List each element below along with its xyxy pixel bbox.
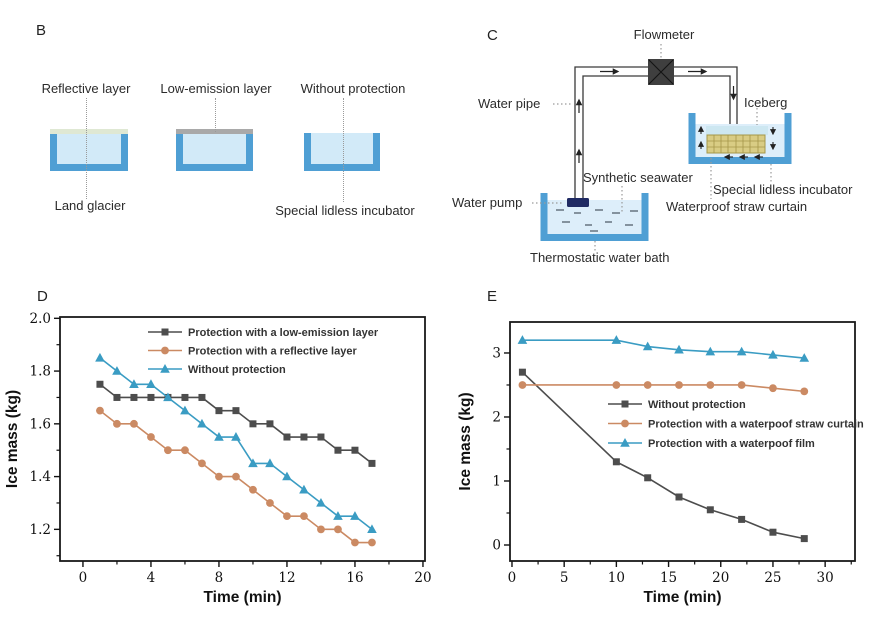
svg-text:30: 30 [817,570,834,586]
water-wave-dashes [556,209,638,232]
incubator-low-emission [176,134,253,171]
chart-d-axes: 0 4 8 12 16 20 1.2 1.4 1.6 1.8 2.0 [30,311,432,586]
label-special-lidless-incubator-b: Special lidless incubator [275,203,415,218]
iceberg-block [706,126,768,135]
label-low-emission-layer: Low-emission layer [160,81,272,96]
svg-text:8: 8 [215,570,224,586]
svg-text:1: 1 [492,473,501,489]
label-thermostatic-water-bath: Thermostatic water bath [530,250,670,265]
svg-text:0: 0 [508,570,517,586]
leader-lines [532,44,772,251]
label-flowmeter: Flowmeter [633,27,695,42]
chart-d: 0 4 8 12 16 20 1.2 1.4 1.6 1.8 2.0 Time (min) Ice ma… [4,311,432,606]
leader-line-low-emission [215,98,216,132]
panel-b-letter: B [36,22,47,39]
bath-walls [540,193,649,241]
svg-text:12: 12 [278,570,295,586]
svg-text:1.6: 1.6 [30,416,51,432]
label-waterproof-straw-curtain: Waterproof straw curtain [666,199,808,214]
label-iceberg: Iceberg [744,95,788,110]
svg-text:0: 0 [79,570,88,586]
svg-text:2: 2 [492,409,501,425]
svg-text:1.2: 1.2 [30,522,51,538]
chart-e-series-2 [517,335,810,362]
reflective-layer-strip [50,129,128,134]
svg-text:Without protection: Without protection [648,399,746,411]
svg-text:20: 20 [414,570,431,586]
svg-text:3: 3 [492,345,501,361]
svg-text:2.0: 2.0 [30,311,51,327]
chart-d-legend-item-1: Protection with a reflective layer [148,346,357,358]
svg-text:0: 0 [492,537,501,553]
svg-text:1.8: 1.8 [30,364,51,380]
svg-text:Protection with a waterpoof st: Protection with a waterpoof straw curtai… [648,419,864,431]
chart-d-ylabel: Ice mass (kg) [4,390,21,488]
svg-text:4: 4 [147,570,156,586]
svg-text:Protection with a low-emission: Protection with a low-emission layer [188,327,379,339]
svg-text:10: 10 [608,570,625,586]
chart-e: 0 5 10 15 20 25 30 0 1 2 3 Time (min) Ice mass (kg) W… [457,321,864,606]
convection-arrows [697,125,777,161]
chart-e-axes: 0 5 10 15 20 25 30 0 1 2 3 [492,345,852,586]
chart-d-series-2 [95,352,377,534]
water-pump-block [567,198,589,207]
chart-d-legend-item-0: Protection with a low-emission layer [148,327,379,339]
panel-e-letter: E [487,288,498,305]
waterproof-straw-curtain-grid [706,134,766,154]
chart-e-legend-item-1: Protection with a waterpoof straw curtai… [608,419,864,431]
svg-text:20: 20 [712,570,729,586]
incubator-without-protection [304,133,380,171]
panel-d-letter: D [37,288,48,305]
svg-text:Protection with a reflective l: Protection with a reflective layer [188,346,357,358]
flowmeter-box [648,59,674,85]
incubator-reflective [50,134,128,171]
panel-c-diagram [532,44,792,251]
incubator-walls [688,113,792,164]
leader-line-without-protection [343,98,344,202]
chart-e-xlabel: Time (min) [643,589,721,606]
chart-e-series-0 [518,368,808,543]
label-reflective-layer: Reflective layer [41,81,131,96]
chart-d-xlabel: Time (min) [203,589,281,606]
svg-text:5: 5 [560,570,569,586]
label-synthetic-seawater: Synthetic seawater [583,170,693,185]
label-land-glacier: Land glacier [54,198,126,213]
label-special-lidless-incubator-c: Special lidless incubator [713,182,853,197]
svg-text:Protection with a waterpoof fi: Protection with a waterpoof film [648,438,815,450]
chart-d-series-0 [96,380,376,467]
chart-e-ylabel: Ice mass (kg) [457,392,474,490]
chart-e-series-1 [518,381,809,396]
chart-d-frame [59,316,426,562]
svg-text:15: 15 [660,570,677,586]
chart-e-legend-item-0: Without protection [608,399,746,411]
chart-e-frame [509,321,856,562]
low-emission-layer-strip [176,129,253,134]
chart-d-legend-item-2: Without protection [148,364,286,376]
panel-c-letter: C [487,27,498,44]
leader-line-reflective [86,98,87,199]
label-without-protection: Without protection [300,81,406,96]
thermostatic-water-bath-tank [540,193,649,241]
chart-d-series-1 [96,406,376,547]
bath-water [547,200,642,234]
special-lidless-incubator-tank [688,113,792,164]
svg-text:16: 16 [346,570,363,586]
chart-e-legend-item-2: Protection with a waterpoof film [608,438,815,450]
label-water-pipe: Water pipe [478,96,541,111]
svg-text:1.4: 1.4 [30,469,51,485]
svg-text:25: 25 [764,570,781,586]
label-water-pump: Water pump [452,195,523,210]
svg-text:Without protection: Without protection [188,364,286,376]
